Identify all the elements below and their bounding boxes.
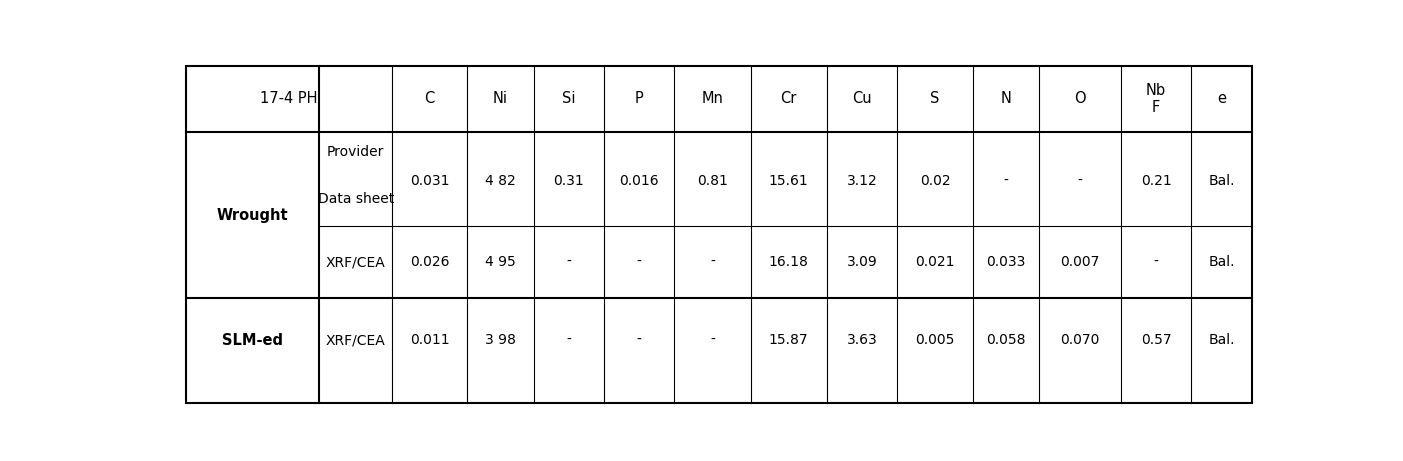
Text: N: N <box>1000 91 1012 106</box>
Text: SLM-ed: SLM-ed <box>222 333 283 348</box>
Text: 0.81: 0.81 <box>697 173 728 188</box>
Text: Bal.: Bal. <box>1208 333 1235 347</box>
Text: -: - <box>1078 173 1082 188</box>
Text: 16.18: 16.18 <box>769 255 808 269</box>
Text: 0.021: 0.021 <box>915 255 955 269</box>
Text: Bal.: Bal. <box>1208 173 1235 188</box>
Text: 0.007: 0.007 <box>1061 255 1100 269</box>
Text: 0.02: 0.02 <box>920 173 950 188</box>
Text: Provider: Provider <box>327 145 384 160</box>
Text: 0.21: 0.21 <box>1141 173 1172 188</box>
Text: Cr: Cr <box>780 91 797 106</box>
Text: 3.12: 3.12 <box>846 173 877 188</box>
Text: 15.87: 15.87 <box>769 333 808 347</box>
Text: 0.070: 0.070 <box>1061 333 1100 347</box>
Text: Ni: Ni <box>492 91 508 106</box>
Text: 4 95: 4 95 <box>485 255 516 269</box>
Text: 0.033: 0.033 <box>986 255 1026 269</box>
Text: 3.09: 3.09 <box>846 255 877 269</box>
Text: 0.005: 0.005 <box>916 333 955 347</box>
Text: 0.026: 0.026 <box>410 255 449 269</box>
Text: C: C <box>425 91 435 106</box>
Text: e: e <box>1216 91 1226 106</box>
Text: 3.63: 3.63 <box>846 333 877 347</box>
Text: Bal.: Bal. <box>1208 255 1235 269</box>
Text: XRF/CEA: XRF/CEA <box>325 255 386 269</box>
Text: 4 82: 4 82 <box>485 173 516 188</box>
Text: 0.31: 0.31 <box>554 173 584 188</box>
Text: O: O <box>1075 91 1086 106</box>
Text: -: - <box>637 255 641 269</box>
Text: 0.031: 0.031 <box>410 173 449 188</box>
Text: -: - <box>710 255 714 269</box>
Text: Cu: Cu <box>852 91 871 106</box>
Text: -: - <box>567 333 571 347</box>
Text: -: - <box>1153 255 1159 269</box>
Text: Si: Si <box>563 91 575 106</box>
Text: -: - <box>710 333 714 347</box>
Text: 15.61: 15.61 <box>769 173 808 188</box>
Text: -: - <box>1003 173 1009 188</box>
Text: 0.058: 0.058 <box>986 333 1026 347</box>
Text: Wrought: Wrought <box>217 207 289 223</box>
Text: Mn: Mn <box>702 91 724 106</box>
Text: -: - <box>567 255 571 269</box>
Text: 0.57: 0.57 <box>1141 333 1172 347</box>
Text: Nb
F: Nb F <box>1146 83 1166 115</box>
Text: 17-4 PH: 17-4 PH <box>261 91 318 106</box>
Text: 0.016: 0.016 <box>619 173 659 188</box>
Text: Data sheet: Data sheet <box>317 192 394 207</box>
Text: 0.011: 0.011 <box>410 333 449 347</box>
Text: XRF/CEA: XRF/CEA <box>325 333 386 347</box>
Text: -: - <box>637 333 641 347</box>
Text: S: S <box>930 91 940 106</box>
Text: P: P <box>634 91 644 106</box>
Text: 3 98: 3 98 <box>485 333 516 347</box>
